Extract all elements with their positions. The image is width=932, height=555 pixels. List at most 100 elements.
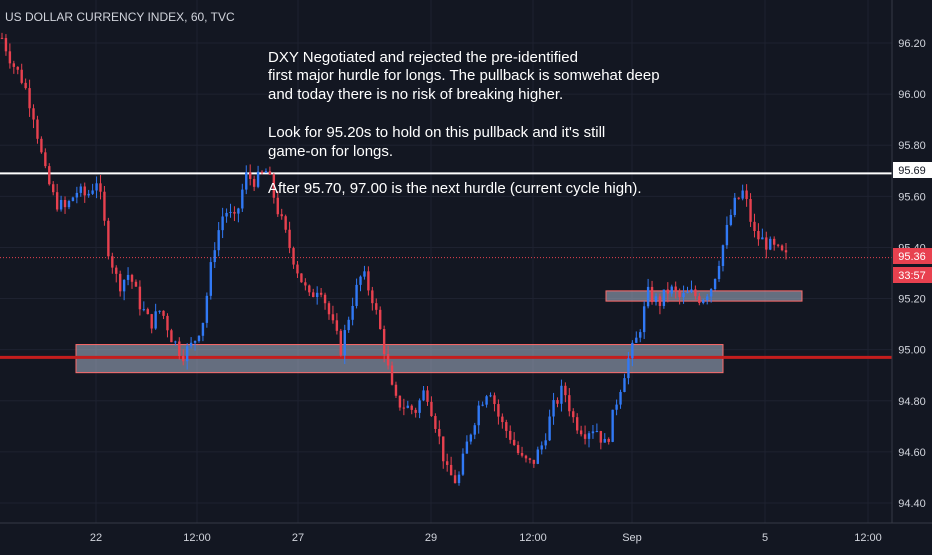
candle[interactable] <box>698 292 701 306</box>
candle[interactable] <box>520 446 524 458</box>
candle[interactable] <box>784 242 788 260</box>
candle[interactable] <box>107 217 110 260</box>
candle[interactable] <box>335 313 339 335</box>
candle[interactable] <box>185 343 189 370</box>
candle[interactable] <box>28 79 31 117</box>
candle[interactable] <box>745 184 748 207</box>
candle[interactable] <box>59 195 63 212</box>
candle[interactable] <box>217 222 220 257</box>
candle[interactable] <box>166 313 169 338</box>
candle[interactable] <box>552 392 555 425</box>
candle[interactable] <box>268 166 272 176</box>
candle[interactable] <box>465 435 469 454</box>
candle[interactable] <box>654 293 658 306</box>
candle[interactable] <box>481 401 484 407</box>
candle[interactable] <box>674 281 677 299</box>
candle[interactable] <box>426 386 429 406</box>
candle[interactable] <box>501 413 504 429</box>
candle[interactable] <box>363 265 366 280</box>
candle[interactable] <box>209 257 213 300</box>
candle[interactable] <box>213 242 216 268</box>
candle[interactable] <box>737 197 740 200</box>
candle[interactable] <box>99 175 102 200</box>
candle[interactable] <box>721 244 725 272</box>
candle[interactable] <box>237 207 240 223</box>
candle[interactable] <box>193 340 197 351</box>
candle[interactable] <box>540 441 543 455</box>
candle[interactable] <box>536 446 539 465</box>
candle[interactable] <box>607 437 610 445</box>
candle[interactable] <box>351 297 354 326</box>
candle[interactable] <box>55 183 59 212</box>
candle[interactable] <box>249 164 252 186</box>
candle[interactable] <box>505 419 508 438</box>
candle[interactable] <box>272 173 276 204</box>
candle[interactable] <box>371 286 374 311</box>
candle[interactable] <box>394 381 398 398</box>
candle[interactable] <box>757 223 760 246</box>
candle[interactable] <box>12 60 16 74</box>
candle[interactable] <box>95 176 98 199</box>
candle[interactable] <box>40 136 43 154</box>
candle[interactable] <box>619 389 622 409</box>
candle[interactable] <box>20 63 23 85</box>
candle[interactable] <box>103 185 106 226</box>
candle[interactable] <box>158 310 161 314</box>
candle[interactable] <box>339 328 343 357</box>
candle[interactable] <box>398 395 402 411</box>
candle[interactable] <box>347 316 350 333</box>
candle[interactable] <box>646 278 650 309</box>
candle[interactable] <box>359 275 362 292</box>
candle[interactable] <box>445 453 449 472</box>
candle[interactable] <box>122 279 126 301</box>
time-axis-panel[interactable] <box>0 523 932 550</box>
candle[interactable] <box>556 397 559 408</box>
candle[interactable] <box>690 280 693 294</box>
candle[interactable] <box>48 163 51 186</box>
candle[interactable] <box>280 208 283 220</box>
candle[interactable] <box>717 260 721 282</box>
candle[interactable] <box>375 298 378 315</box>
candle[interactable] <box>331 305 335 324</box>
time-axis[interactable]: 22 12:00 27 29 12:00 Sep 5 12:00 <box>90 532 882 544</box>
candle[interactable] <box>233 206 236 222</box>
candle[interactable] <box>702 298 705 305</box>
candle[interactable] <box>595 423 599 433</box>
candle[interactable] <box>548 409 551 442</box>
candle[interactable] <box>512 432 516 446</box>
candle[interactable] <box>611 409 614 443</box>
candle[interactable] <box>776 243 780 248</box>
candle[interactable] <box>666 282 670 303</box>
candle[interactable] <box>312 288 315 298</box>
candle[interactable] <box>772 236 776 251</box>
candle[interactable] <box>713 278 717 291</box>
candle[interactable] <box>327 301 331 320</box>
candle[interactable] <box>575 413 579 434</box>
candle[interactable] <box>44 148 47 169</box>
candle[interactable] <box>32 104 35 129</box>
candle[interactable] <box>67 199 71 210</box>
candle[interactable] <box>627 351 630 385</box>
candle[interactable] <box>260 170 264 175</box>
candle[interactable] <box>623 373 626 393</box>
candle[interactable] <box>229 203 232 218</box>
candle[interactable] <box>568 388 571 417</box>
candle[interactable] <box>245 165 248 195</box>
candle[interactable] <box>4 34 8 56</box>
candle[interactable] <box>126 267 130 286</box>
candle[interactable] <box>390 361 394 386</box>
candle[interactable] <box>493 392 496 412</box>
candle[interactable] <box>174 340 177 346</box>
candle[interactable] <box>300 273 303 283</box>
candle[interactable] <box>304 278 307 291</box>
candle[interactable] <box>8 43 12 69</box>
candle[interactable] <box>449 456 453 476</box>
candle[interactable] <box>729 209 733 227</box>
candle[interactable] <box>639 329 642 343</box>
candle[interactable] <box>221 207 224 239</box>
candle[interactable] <box>544 433 547 450</box>
candle[interactable] <box>83 182 86 203</box>
candle[interactable] <box>142 301 146 312</box>
candle[interactable] <box>457 471 461 486</box>
